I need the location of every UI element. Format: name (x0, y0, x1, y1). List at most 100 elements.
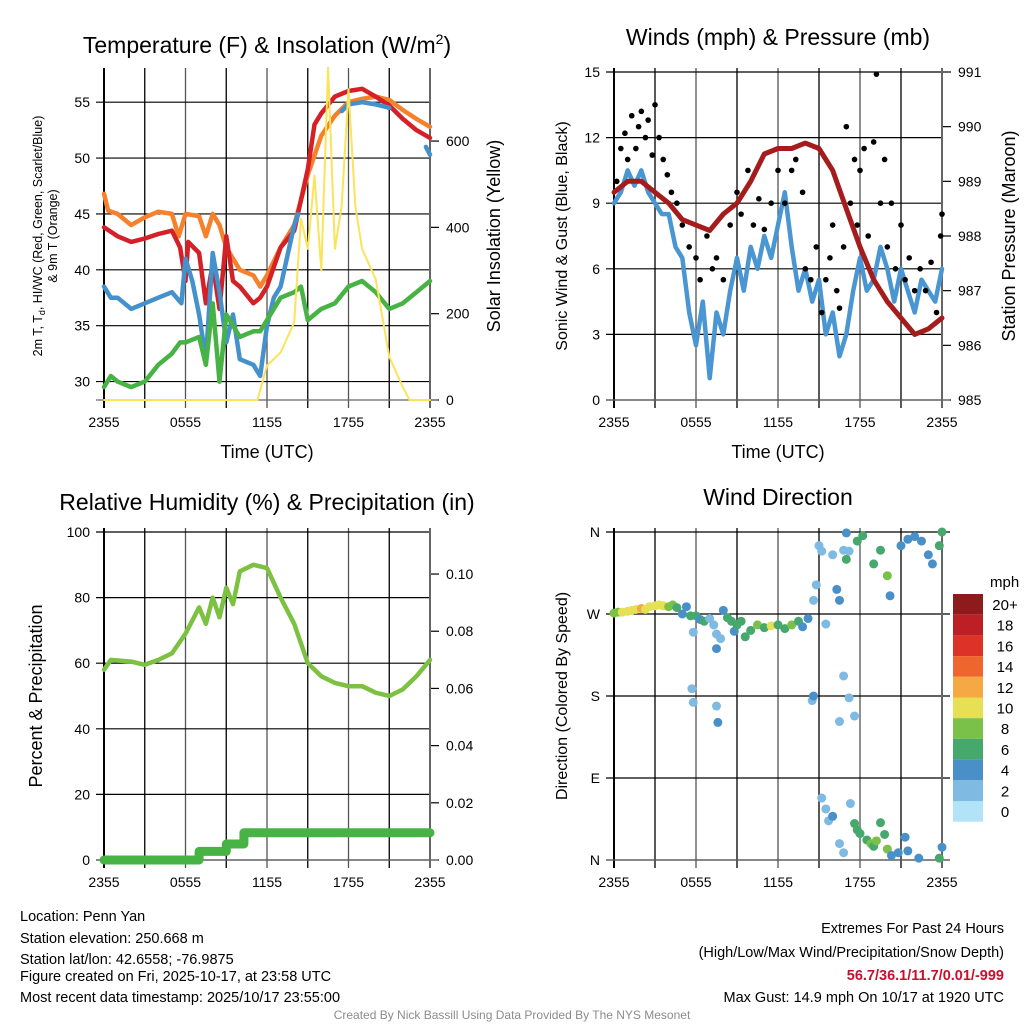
gust-point (704, 233, 710, 239)
wind-direction-point (871, 836, 881, 846)
gust-point (827, 255, 833, 261)
wind-direction-point (753, 620, 762, 630)
wind-direction-point (780, 624, 790, 634)
x-tick-label: 1755 (844, 414, 875, 430)
wind-direction-point (832, 584, 842, 594)
gust-point (750, 222, 757, 228)
x-tick-label: 1155 (763, 874, 793, 890)
right-y-tick-label: 989 (958, 173, 982, 189)
gust-point (635, 123, 642, 130)
x-tick-label: 2355 (598, 414, 629, 430)
gust-point (633, 145, 639, 152)
right-y-tick-label: 0 (446, 392, 454, 408)
temperature-y-label-line2: & 9m T (Orange) (46, 189, 60, 282)
legend-label: 14 (997, 659, 1014, 676)
y-tick-label: N (590, 852, 600, 868)
gust-point (727, 222, 733, 228)
gust-point (888, 200, 895, 206)
solar-insolation-line (103, 66, 431, 401)
max-gust-text: Max Gust: 14.9 mph On 10/17 at 1920 UTC (724, 990, 1004, 1006)
y-tick-label: 60 (74, 655, 90, 671)
plot-panel-0: 2355 0555 1155 1755 2355 30 35 40 45 50 55 0 200 400 6… (74, 66, 470, 430)
wind-direction-point (841, 554, 851, 564)
direction-y-label: Direction (Colored By Speed) (554, 592, 571, 800)
extremes-values: 56.7/36.1/11.7/0.01/-999 (847, 968, 1004, 984)
y-tick-label: E (591, 770, 600, 786)
gust-point (833, 287, 840, 294)
gust-point (679, 222, 686, 228)
legend-swatch (953, 614, 983, 636)
temperature-y-label: 2m T, Td, HI/WC (Red, Green, Scarlet/Blu… (31, 116, 47, 357)
y-tick-label: 80 (74, 590, 90, 606)
plot-panel-1: 2355 0555 1155 1755 2355 0 3 6 9 12 15 985 986 987 988… (584, 64, 981, 430)
wind-direction-point (835, 717, 844, 727)
gust-point (870, 139, 877, 145)
wind-direction-point (740, 632, 750, 642)
plot-panel-2: 2355 0555 1155 1755 2355 0 20 40 60 80 100 0.00 0.02… (67, 524, 474, 890)
wind-direction-point (828, 811, 838, 821)
wind-direction-point (880, 829, 890, 839)
gust-point (937, 233, 944, 239)
gust-point (818, 309, 825, 316)
right-y-tick-label: 0.08 (446, 623, 473, 639)
legend-label: 0 (1001, 804, 1009, 821)
humidity-panel-title: Relative Humidity (%) & Precipitation (i… (59, 489, 474, 515)
wind-direction-point (900, 832, 910, 842)
wind-direction-panel-title: Wind Direction (703, 484, 853, 510)
x-tick-label: 0555 (680, 414, 711, 430)
wind-direction-point (811, 580, 821, 590)
legend-swatch (953, 759, 983, 781)
x-tick-label: 2355 (414, 414, 445, 430)
td-line (101, 278, 433, 390)
wind-direction-point (882, 571, 892, 581)
wind-direction-point (923, 550, 933, 560)
x-tick-label: 1755 (333, 414, 364, 430)
winds-panel-title: Winds (mph) & Pressure (mb) (626, 24, 930, 50)
gust-point (613, 178, 620, 185)
gust-point (738, 211, 744, 217)
y-tick-label: 100 (67, 524, 91, 540)
gust-point (693, 255, 699, 261)
x-tick-label: 1155 (252, 874, 282, 890)
right-y-tick-label: 0.10 (446, 566, 473, 582)
y-tick-label: 45 (74, 206, 90, 222)
station-pressure-line (611, 140, 945, 337)
x-tick-label: 2355 (414, 874, 445, 890)
gust-point (628, 112, 635, 119)
x-tick-label: 2355 (598, 874, 629, 890)
wind-direction-point (869, 559, 879, 569)
x-tick-label: 1155 (252, 414, 282, 430)
x-tick-label: 1755 (333, 874, 364, 890)
wind-direction-point (858, 531, 868, 541)
wind-direction-point (809, 691, 819, 701)
gust-point (761, 226, 768, 233)
gust-point (911, 287, 918, 294)
extremes-fields: (High/Low/Max Wind/Precipitation/Snow De… (699, 945, 1004, 961)
wind-direction-point (903, 534, 913, 544)
x-tick-label: 2355 (926, 874, 957, 890)
gust-point (892, 266, 899, 272)
right-y-tick-label: 0.06 (446, 680, 473, 696)
temperature-x-label: Time (UTC) (220, 442, 313, 462)
wind-direction-point (876, 545, 885, 555)
right-y-tick-label: 400 (446, 219, 470, 235)
credit-text: Created By Nick Bassill Using Data Provi… (334, 1008, 691, 1022)
y-tick-label: 3 (592, 326, 600, 342)
wind-direction-point (835, 595, 844, 605)
gust-point (836, 305, 843, 311)
solar-y-label: Solar Insolation (Yellow) (484, 140, 504, 332)
relative-humidity-line (101, 562, 433, 699)
legend-swatch (953, 697, 983, 719)
right-y-tick-label: 985 (958, 392, 982, 408)
gust-point (939, 211, 945, 217)
gust-point (792, 156, 799, 163)
x-tick-label: 0555 (170, 874, 201, 890)
gust-point (656, 134, 662, 141)
wind-direction-point (705, 614, 715, 624)
gust-point (843, 123, 850, 130)
right-y-tick-label: 600 (446, 133, 470, 149)
gust-point (851, 156, 858, 163)
wind-direction-point (841, 528, 851, 538)
gust-point (775, 167, 781, 174)
right-y-tick-label: 200 (446, 306, 470, 322)
